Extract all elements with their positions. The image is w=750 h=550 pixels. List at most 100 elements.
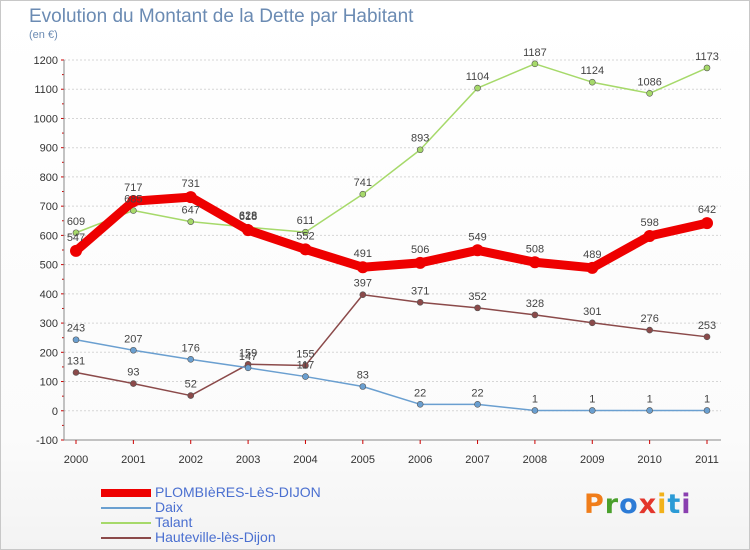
legend-item: Talant	[101, 515, 321, 530]
y-tick-label: 1000	[34, 113, 58, 125]
data-label: 371	[411, 285, 429, 297]
x-tick-label: 2000	[64, 454, 88, 466]
data-point	[414, 256, 427, 269]
data-point	[130, 346, 137, 354]
y-tick-label: 300	[40, 318, 58, 330]
data-label: 893	[411, 133, 429, 145]
y-tick-label: 800	[40, 172, 58, 184]
x-tick-label: 2008	[523, 454, 547, 466]
data-point	[588, 319, 596, 327]
logo-letter: t	[667, 489, 682, 520]
data-label: 131	[67, 355, 85, 367]
x-tick-label: 2007	[465, 454, 489, 466]
y-tick-label: 700	[40, 201, 58, 213]
legend-label: Daix	[155, 499, 184, 515]
logo-letter: i	[657, 489, 668, 520]
data-label: 731	[182, 178, 200, 190]
data-point	[646, 326, 653, 334]
legend: PLOMBIèRES-LèS-DIJON Daix Talant Hauteville…	[101, 485, 321, 545]
proxiti-logo: Proxiti	[584, 489, 692, 520]
x-tick-label: 2002	[178, 454, 202, 466]
data-point	[302, 373, 309, 380]
x-tick-label: 2005	[351, 454, 375, 466]
data-point	[416, 299, 424, 306]
data-point	[703, 333, 711, 341]
logo-letter: o	[619, 489, 639, 520]
data-point	[242, 224, 255, 237]
data-label: 1	[589, 393, 595, 405]
y-tick-label: 500	[40, 260, 58, 272]
logo-letter: i	[681, 489, 692, 520]
y-tick-label: 0	[52, 406, 58, 418]
data-label: 547	[67, 232, 85, 244]
data-point	[130, 207, 137, 214]
legend-item: Daix	[101, 500, 321, 515]
y-tick-label: 200	[40, 347, 58, 359]
data-point	[703, 64, 711, 72]
data-label: 598	[640, 217, 658, 229]
data-label: 176	[182, 342, 200, 354]
data-point	[299, 243, 312, 256]
data-point	[359, 291, 367, 299]
data-point	[72, 229, 80, 237]
data-label: 22	[471, 387, 483, 399]
data-point	[127, 195, 140, 208]
data-point	[528, 256, 541, 269]
x-tick-label: 2009	[580, 454, 604, 466]
data-point	[416, 401, 424, 408]
data-point	[531, 60, 539, 68]
data-point	[359, 190, 367, 198]
data-point	[130, 380, 137, 387]
data-point	[646, 407, 653, 414]
legend-item: Hauteville-lès-Dijon	[101, 530, 321, 545]
data-label: 1	[647, 393, 653, 405]
x-tick-label: 2001	[121, 454, 145, 466]
data-label: 301	[583, 306, 601, 318]
data-point	[531, 311, 539, 319]
data-point	[588, 407, 596, 414]
data-label: 609	[67, 216, 85, 228]
data-label: 717	[124, 182, 142, 194]
data-point	[356, 261, 369, 274]
series-line	[75, 63, 708, 234]
x-tick-label: 2011	[695, 454, 719, 466]
data-label: 618	[239, 211, 257, 223]
data-label: 52	[185, 379, 197, 391]
y-tick-label: 100	[40, 377, 58, 389]
data-label: 647	[182, 205, 200, 217]
data-label: 93	[127, 367, 139, 379]
logo-letter: x	[638, 489, 658, 520]
data-point	[646, 90, 653, 97]
data-point	[187, 356, 195, 363]
data-label: 1	[704, 393, 710, 405]
series-line	[71, 192, 712, 273]
x-tick-label: 2010	[637, 454, 661, 466]
data-label: 506	[411, 244, 429, 256]
data-label: 1104	[466, 71, 490, 83]
data-label: 155	[296, 348, 314, 360]
data-point	[72, 369, 80, 376]
data-point	[302, 228, 309, 236]
logo-letter: P	[584, 489, 605, 520]
data-label: 489	[583, 249, 601, 261]
x-tick-label: 2003	[236, 454, 260, 466]
data-point	[643, 229, 656, 242]
chart-title: Evolution du Montant de la Dette par Hab…	[29, 6, 414, 27]
data-label: 83	[357, 370, 369, 382]
chart-subtitle: (en €)	[29, 29, 58, 41]
data-label: 1086	[637, 76, 661, 88]
legend-label: PLOMBIèRES-LèS-DIJON	[155, 484, 321, 500]
data-point	[184, 191, 197, 204]
data-label: 117	[297, 360, 315, 372]
legend-swatch	[101, 536, 151, 539]
data-point	[474, 84, 481, 92]
y-tick-label: -100	[36, 435, 58, 447]
data-point	[187, 218, 195, 225]
legend-label: Talant	[155, 514, 193, 530]
data-label: 147	[239, 351, 257, 363]
data-point	[474, 401, 481, 408]
data-label: 552	[296, 230, 314, 242]
y-tick-label: 900	[40, 143, 58, 155]
data-point	[70, 244, 82, 257]
data-label: 611	[297, 215, 315, 227]
